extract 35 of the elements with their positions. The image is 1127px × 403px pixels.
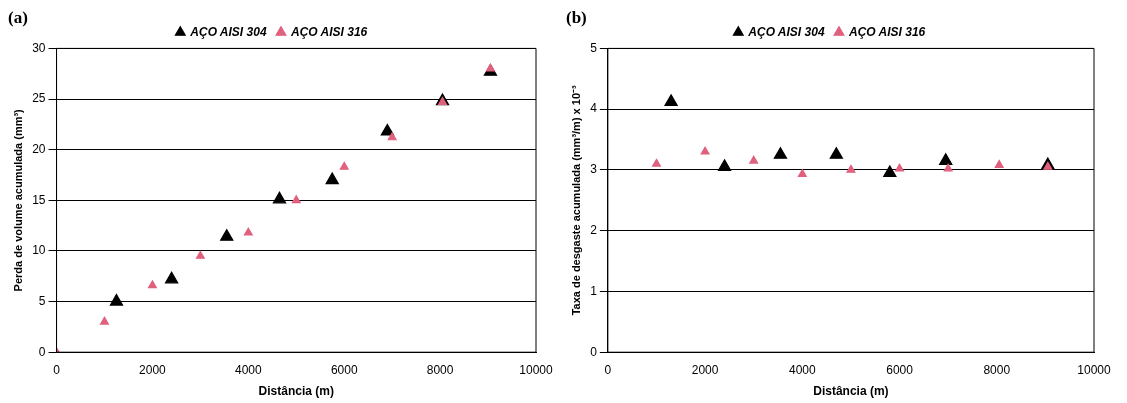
y-tick-label: 5 xyxy=(590,40,598,55)
legend-label: AÇO AISI 304 xyxy=(747,24,825,39)
x-tick-label: 4000 xyxy=(788,362,816,377)
y-tick-label: 30 xyxy=(32,40,46,55)
x-tick-label: 10000 xyxy=(519,362,554,377)
y-tick-label: 20 xyxy=(32,141,46,156)
chart-title: (a) xyxy=(8,7,28,27)
y-tick-label: 0 xyxy=(38,344,46,359)
x-tick-label: 0 xyxy=(604,362,612,377)
x-tick-label: 6000 xyxy=(330,362,358,377)
x-tick-label: 8000 xyxy=(426,362,454,377)
y-axis-title: Perda de volume acumulada (mm³) xyxy=(11,108,24,292)
y-tick-label: 2 xyxy=(590,222,598,237)
y-tick-label: 4 xyxy=(590,101,598,116)
x-tick-label: 6000 xyxy=(886,362,914,377)
y-tick-label: 25 xyxy=(32,91,46,106)
y-tick-label: 10 xyxy=(32,243,46,258)
x-axis-title: Distância (m) xyxy=(258,384,334,399)
y-tick-label: 3 xyxy=(590,162,598,177)
y-tick-label: 0 xyxy=(590,344,598,359)
x-tick-label: 10000 xyxy=(1077,362,1112,377)
x-tick-label: 4000 xyxy=(234,362,262,377)
legend-label: AÇO AISI 316 xyxy=(290,24,368,39)
y-axis-title: Taxa de desgaste acumulada (mm³/m) x 10⁻³ xyxy=(569,84,582,316)
chart-title: (b) xyxy=(566,7,587,27)
y-tick-label: 15 xyxy=(32,192,46,207)
x-axis-title: Distância (m) xyxy=(813,384,889,399)
x-tick-label: 0 xyxy=(53,362,61,377)
legend-label: AÇO AISI 304 xyxy=(189,24,267,39)
x-tick-label: 2000 xyxy=(691,362,719,377)
y-tick-label: 1 xyxy=(590,283,598,298)
x-tick-label: 2000 xyxy=(139,362,167,377)
x-tick-label: 8000 xyxy=(983,362,1011,377)
legend-label: AÇO AISI 316 xyxy=(848,24,926,39)
y-tick-label: 5 xyxy=(38,293,46,308)
